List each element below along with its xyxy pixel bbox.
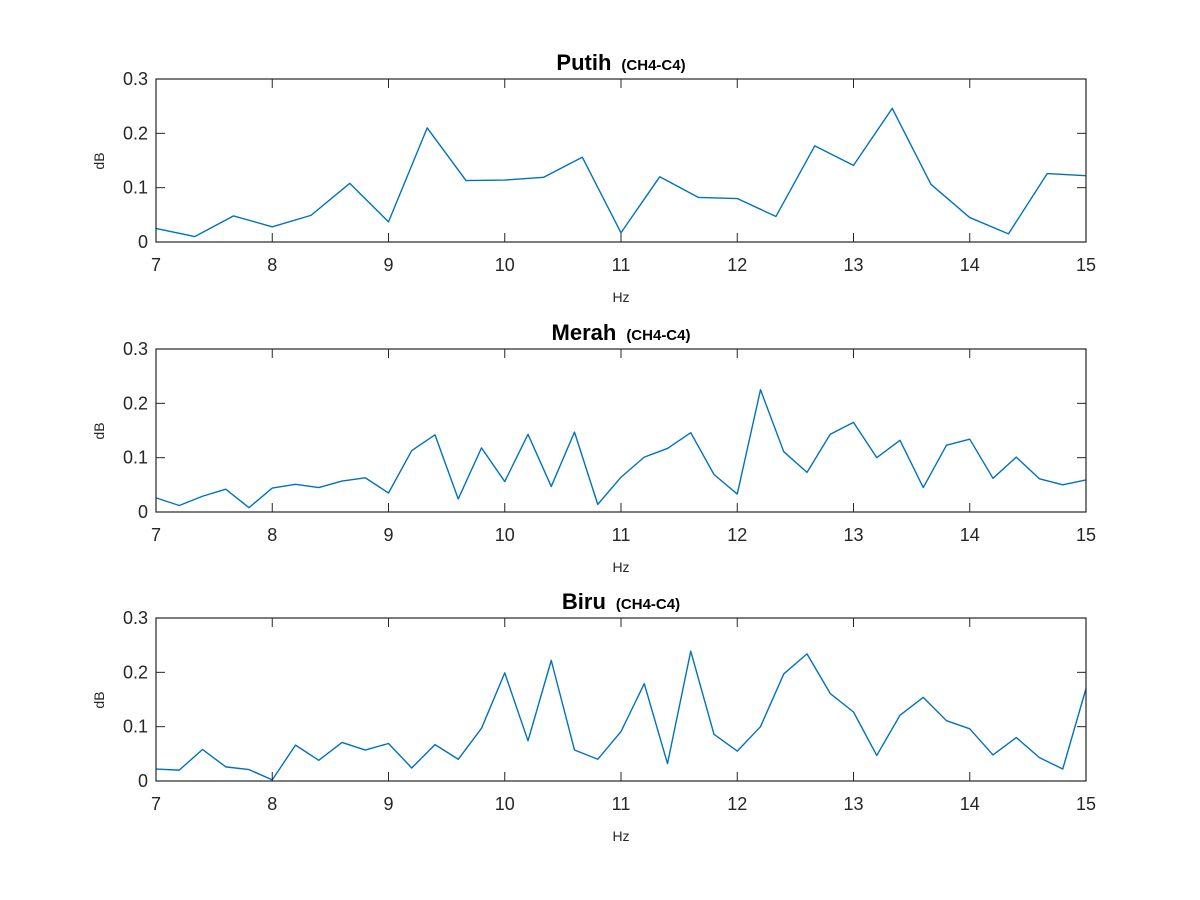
- subplot-putih-x-axis-label: Hz: [612, 289, 629, 305]
- subplot-putih-x-tick-label: 8: [267, 255, 277, 275]
- subplot-biru-y-tick-label: 0.3: [123, 608, 148, 628]
- subplot-biru-x-tick-label: 13: [843, 794, 863, 814]
- subplot-biru-x-tick-label: 11: [612, 794, 631, 814]
- subplot-merah-x-tick-label: 14: [960, 525, 980, 545]
- subplot-putih-x-tick-label: 13: [843, 255, 863, 275]
- subplot-biru-y-tick-label: 0: [138, 771, 148, 791]
- subplot-merah-y-tick-label: 0.2: [123, 393, 148, 413]
- subplot-biru-x-tick-label: 8: [267, 794, 277, 814]
- subplot-merah-title-text: Merah: [552, 320, 617, 345]
- subplot-biru-x-tick-label: 12: [727, 794, 747, 814]
- subplot-putih-x-tick-label: 10: [495, 255, 515, 275]
- subplot-biru-x-axis-label: Hz: [612, 828, 629, 844]
- subplot-biru-x-tick-label: 9: [383, 794, 393, 814]
- subplot-putih-title-text: Putih: [556, 50, 611, 75]
- subplot-merah-x-tick-label: 12: [727, 525, 747, 545]
- subplot-biru-y-axis-label: dB: [91, 691, 107, 708]
- subplot-putih-x-tick-label: 12: [727, 255, 747, 275]
- subplot-putih-axes-box: [155, 78, 1087, 243]
- subplot-putih-y-tick-label: 0.3: [123, 69, 148, 89]
- subplot-biru-x-tick-label: 14: [960, 794, 980, 814]
- subplot-merah-x-axis-label: Hz: [612, 559, 629, 575]
- subplot-merah-series-line: [155, 389, 1087, 509]
- subplot-putih-series-line: [155, 107, 1087, 238]
- subplot-biru-series-line: [155, 650, 1087, 781]
- subplot-biru-content: 7 8 9 10 11 12 13 14 15 0 0.1 0.2 0.3: [123, 608, 1096, 814]
- subplot-putih-y-tick-label: 0.2: [123, 123, 148, 143]
- subplot-merah-title-subtitle: (CH4-C4): [626, 327, 690, 344]
- subplot-merah-y-axis-label: dB: [91, 422, 107, 439]
- subplot-putih-x-tick-label: 7: [151, 255, 161, 275]
- subplot-merah-title: Merah (CH4-C4): [552, 320, 691, 345]
- subplot-biru-y-tick-label: 0.1: [123, 717, 148, 737]
- subplot-merah-content: 7 8 9 10 11 12 13 14 15 0 0.1 0.2 0.3: [123, 339, 1096, 545]
- subplot-merah-x-tick-label: 8: [267, 525, 277, 545]
- subplot-putih-y-tick-label: 0: [138, 232, 148, 252]
- subplot-merah-axes-box: [155, 348, 1087, 513]
- subplot-merah-x-tick-label: 13: [843, 525, 863, 545]
- subplot-merah-x-tick-label: 7: [151, 525, 161, 545]
- subplot-putih-x-tick-label: 15: [1076, 255, 1096, 275]
- subplot-merah: 7 8 9 10 11 12 13 14 15 0 0.1 0.2 0.3 Merah (CH4-C4)…: [91, 320, 1096, 575]
- subplot-biru-axes-box: [155, 617, 1087, 782]
- subplot-putih-y-axis-label: dB: [91, 152, 107, 169]
- subplot-merah-x-tick-label: 11: [612, 525, 631, 545]
- subplot-merah-y-tick-label: 0.1: [123, 448, 148, 468]
- subplot-merah-y-tick-label: 0: [138, 502, 148, 522]
- subplot-biru-y-tick-label: 0.2: [123, 662, 148, 682]
- subplot-putih-x-tick-label: 11: [612, 255, 631, 275]
- subplot-putih-x-tick-label: 9: [383, 255, 393, 275]
- subplot-putih-title-subtitle: (CH4-C4): [621, 57, 685, 74]
- subplot-biru-title-text: Biru: [562, 589, 606, 614]
- subplot-merah-x-tick-label: 9: [383, 525, 393, 545]
- subplot-merah-x-tick-label: 15: [1076, 525, 1096, 545]
- subplot-putih-title: Putih (CH4-C4): [556, 50, 685, 75]
- subplot-putih: 7 8 9 10 11 12 13 14 15 0 0.1 0.2 0.3 Putih (CH4-C4)…: [91, 50, 1096, 305]
- subplot-biru-x-tick-label: 15: [1076, 794, 1096, 814]
- subplot-biru-x-tick-label: 10: [495, 794, 515, 814]
- subplot-biru-x-tick-label: 7: [151, 794, 161, 814]
- subplot-putih-x-tick-label: 14: [960, 255, 980, 275]
- subplot-biru-title: Biru (CH4-C4): [562, 589, 680, 614]
- subplot-biru-title-subtitle: (CH4-C4): [616, 596, 680, 613]
- subplot-putih-y-tick-label: 0.1: [123, 178, 148, 198]
- subplot-merah-y-tick-label: 0.3: [123, 339, 148, 359]
- subplot-putih-content: 7 8 9 10 11 12 13 14 15 0 0.1 0.2 0.3: [123, 69, 1096, 275]
- subplot-merah-x-tick-label: 10: [495, 525, 515, 545]
